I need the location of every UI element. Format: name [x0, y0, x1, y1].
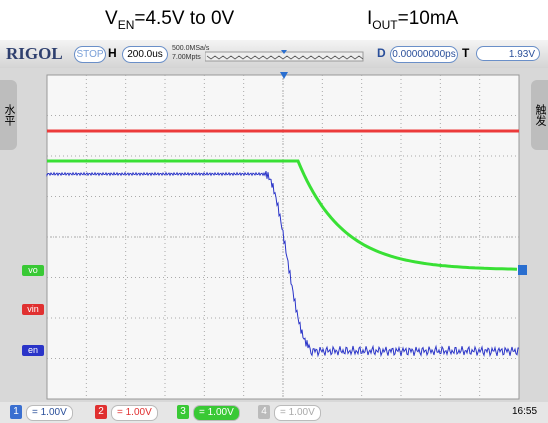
- ch-scale[interactable]: = 1.00V: [111, 405, 158, 421]
- h-label: H: [108, 46, 117, 60]
- trigger-level-marker: [518, 265, 527, 275]
- ch-number[interactable]: 1: [10, 405, 22, 419]
- t-label: T: [462, 46, 469, 60]
- screen: [0, 68, 548, 402]
- ch-number[interactable]: 3: [177, 405, 189, 419]
- ch-scale[interactable]: = 1.00V: [193, 405, 240, 421]
- subscript: EN: [118, 18, 135, 32]
- page: VEN=4.5V to 0V IOUT=10mA RIGOL STOP H 20…: [0, 0, 548, 423]
- memory-depth: 7.00Mpts: [172, 54, 201, 61]
- overview: [205, 50, 365, 62]
- iout-caption: IOUT=10mA: [367, 8, 458, 32]
- clock: 16:55: [512, 406, 537, 417]
- channel-tag[interactable]: vin: [22, 304, 44, 315]
- timebase[interactable]: 200.0us: [122, 46, 168, 63]
- symbol: V: [105, 8, 118, 29]
- brand: RIGOL: [6, 44, 63, 64]
- ch-number[interactable]: 2: [95, 405, 107, 419]
- d-label: D: [377, 46, 386, 60]
- ch-scale[interactable]: = 1.00V: [26, 405, 73, 421]
- ven-caption: VEN=4.5V to 0V: [105, 8, 234, 32]
- text: =4.5V to 0V: [134, 8, 234, 29]
- sample-rate: 500.0MSa/s: [172, 45, 209, 52]
- ch-number[interactable]: 4: [258, 405, 270, 419]
- text: =10mA: [398, 8, 459, 29]
- channel-tag[interactable]: vo: [22, 265, 44, 276]
- trigger-level[interactable]: 1.93V: [476, 46, 540, 61]
- status[interactable]: STOP: [74, 46, 106, 63]
- subscript: OUT: [372, 18, 397, 32]
- delay[interactable]: 0.00000000ps: [390, 46, 458, 63]
- ch-scale[interactable]: = 1.00V: [274, 405, 321, 421]
- channel-tag[interactable]: en: [22, 345, 44, 356]
